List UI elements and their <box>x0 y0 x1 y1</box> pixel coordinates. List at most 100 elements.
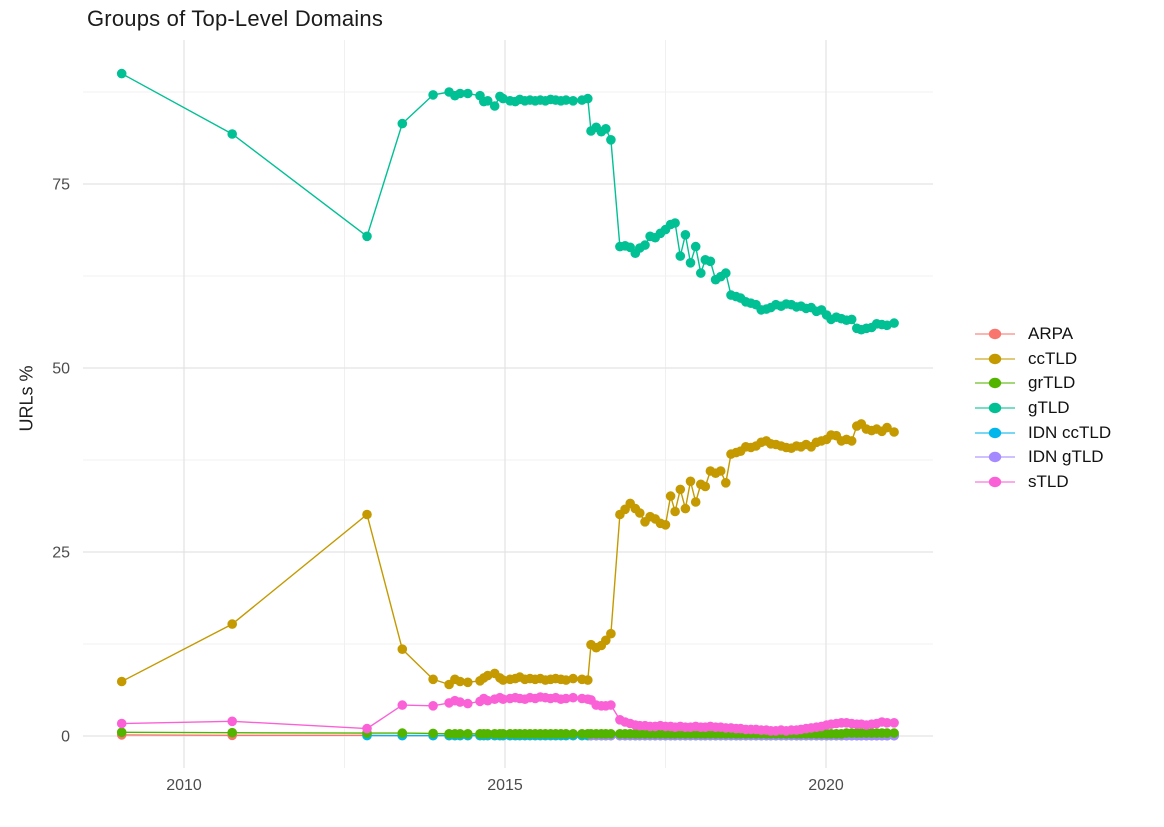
legend-key-dot <box>988 402 1002 414</box>
data-point <box>889 718 899 728</box>
data-point <box>882 422 892 433</box>
legend-label-gtld: gTLD <box>1028 398 1070 418</box>
legend-label-cctld: ccTLD <box>1028 348 1078 368</box>
x-axis-tick-labels: 2010 2015 2020 <box>166 777 844 794</box>
legend-key-dot <box>988 353 1002 365</box>
data-point <box>498 694 508 704</box>
data-point <box>882 728 892 738</box>
data-point <box>463 88 473 99</box>
data-point <box>889 318 899 328</box>
y-tick-label: 0 <box>61 729 70 746</box>
data-point <box>498 729 508 739</box>
data-point <box>227 727 237 738</box>
legend-key-dot <box>988 427 1002 438</box>
legend-item-cctld: ccTLD <box>974 347 1111 372</box>
data-point <box>583 675 593 685</box>
data-point <box>397 644 408 654</box>
legend: ARPA ccTLD grTLD gTLD IDN ccTLD IDN gTLD sTLD <box>974 322 1111 494</box>
data-point <box>889 728 899 738</box>
data-point <box>696 268 706 278</box>
legend-item-gtld: gTLD <box>974 396 1111 421</box>
series-stld-points <box>116 692 899 736</box>
data-point <box>606 135 616 145</box>
y-tick-label: 50 <box>52 361 70 378</box>
data-point <box>455 697 465 707</box>
data-point <box>116 718 127 729</box>
data-point <box>362 509 372 520</box>
x-tick-label: 2020 <box>808 777 844 794</box>
data-point <box>362 723 372 734</box>
data-point <box>455 676 465 687</box>
data-point <box>568 692 578 703</box>
data-point <box>705 256 716 267</box>
data-point <box>428 674 438 685</box>
data-point <box>568 96 578 106</box>
data-point <box>606 729 616 739</box>
data-point <box>680 503 691 514</box>
data-point <box>498 675 508 685</box>
data-point <box>640 240 650 250</box>
legend-key-dot <box>988 329 1002 340</box>
legend-key-idn-gtld <box>975 452 1015 463</box>
data-point <box>665 491 676 501</box>
x-tick-label: 2015 <box>487 777 523 794</box>
data-point <box>561 729 571 739</box>
data-point <box>846 436 857 446</box>
legend-label-arpa: ARPA <box>1028 324 1074 344</box>
data-point <box>721 268 731 278</box>
legend-key-stld <box>975 476 1015 488</box>
data-point <box>690 497 701 507</box>
data-point <box>455 729 465 739</box>
data-point <box>428 728 438 739</box>
data-point <box>670 218 680 228</box>
data-point <box>685 476 696 487</box>
legend-label-idn-gtld: IDN gTLD <box>1028 447 1104 467</box>
legend-label-stld: sTLD <box>1028 471 1069 491</box>
data-point <box>116 727 127 738</box>
y-tick-label: 75 <box>52 177 70 194</box>
legend-key-dot <box>988 476 1002 488</box>
data-point <box>601 635 611 646</box>
legend-key-gtld <box>975 402 1015 414</box>
data-point <box>675 484 686 495</box>
series-gtld-points <box>116 68 899 335</box>
series-cctld-points <box>116 419 899 690</box>
x-tick-label: 2010 <box>166 777 202 794</box>
chart-title: Groups of Top-Level Domains <box>87 6 384 31</box>
data-point <box>561 693 571 704</box>
y-axis-tick-labels: 0 25 50 75 <box>52 177 70 746</box>
data-point <box>606 628 616 639</box>
y-tick-label: 25 <box>52 545 70 562</box>
data-point <box>675 251 686 261</box>
gridlines-major <box>83 40 933 768</box>
legend-key-cctld <box>975 353 1015 365</box>
legend-key-dot <box>988 378 1002 389</box>
data-point <box>428 701 438 711</box>
data-point <box>568 673 578 684</box>
data-point <box>227 619 237 629</box>
data-point <box>455 88 465 99</box>
legend-item-stld: sTLD <box>974 470 1111 495</box>
gridlines-minor <box>83 40 933 768</box>
data-point <box>482 96 493 106</box>
data-point <box>561 95 571 105</box>
data-point <box>670 506 680 517</box>
legend-label-grtld: grTLD <box>1028 373 1076 393</box>
data-point <box>482 729 493 739</box>
data-point <box>116 676 127 687</box>
legend-item-idn-gtld: IDN gTLD <box>974 445 1111 470</box>
data-point <box>715 466 726 476</box>
data-point <box>882 718 892 728</box>
data-point <box>116 68 127 79</box>
data-point <box>583 93 593 104</box>
data-point <box>680 230 691 240</box>
series-cctld-line <box>121 423 895 686</box>
data-point <box>397 728 408 738</box>
data-point <box>635 508 645 518</box>
legend-label-idn-cctld: IDN ccTLD <box>1028 422 1112 442</box>
data-point <box>227 716 237 727</box>
series-grtld-points <box>116 727 899 739</box>
data-point <box>846 314 857 325</box>
data-point <box>660 520 671 530</box>
